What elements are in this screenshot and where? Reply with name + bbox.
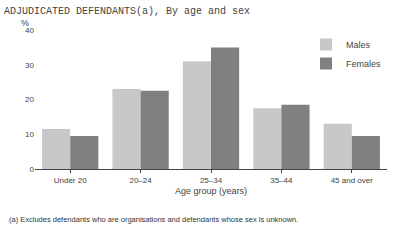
- svg-text:0: 0: [30, 165, 35, 174]
- svg-text:Females: Females: [346, 59, 381, 69]
- svg-text:35–44: 35–44: [270, 176, 293, 185]
- svg-text:25–34: 25–34: [200, 176, 223, 185]
- svg-text:Males: Males: [346, 40, 371, 50]
- svg-text:40: 40: [25, 26, 34, 35]
- svg-text:45 and over: 45 and over: [331, 176, 374, 185]
- svg-text:20–24: 20–24: [129, 176, 152, 185]
- svg-text:(a) Excludes defendants who ar: (a) Excludes defendants who are organisa…: [9, 215, 298, 224]
- svg-text:Under 20: Under 20: [54, 176, 87, 185]
- svg-text:Age group (years): Age group (years): [175, 186, 247, 196]
- svg-text:%: %: [21, 18, 29, 28]
- svg-text:10: 10: [25, 130, 34, 139]
- svg-text:ADJUDICATED DEFENDANTS(a), By: ADJUDICATED DEFENDANTS(a), By age and se…: [4, 6, 250, 17]
- svg-text:20: 20: [25, 95, 34, 104]
- svg-text:30: 30: [25, 61, 34, 70]
